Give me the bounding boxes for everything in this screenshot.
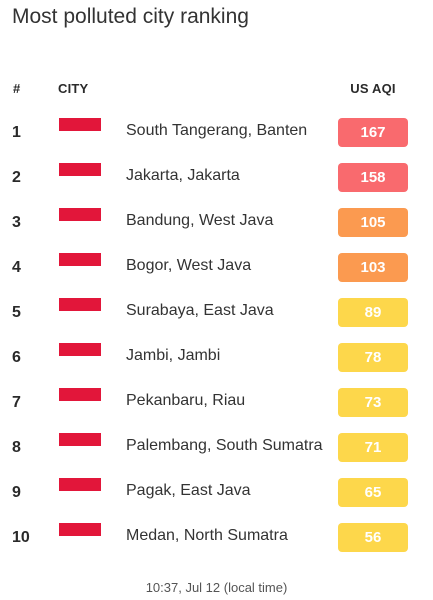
ranking-row[interactable]: 6 Jambi, Jambi 78 — [0, 335, 433, 380]
city-name-link[interactable]: Palembang, South Sumatra — [126, 437, 323, 454]
ranking-row[interactable]: 10 Medan, North Sumatra 56 — [0, 515, 433, 560]
aqi-badge: 167 — [338, 118, 408, 147]
ranking-row[interactable]: 3 Bandung, West Java 105 — [0, 200, 433, 245]
rank-number: 8 — [12, 439, 21, 456]
aqi-badge: 89 — [338, 298, 408, 327]
indonesia-flag-icon — [59, 523, 101, 549]
aqi-badge: 71 — [338, 433, 408, 462]
rank-column-header: # — [13, 81, 21, 96]
rank-number: 6 — [12, 349, 21, 366]
ranking-row[interactable]: 9 Pagak, East Java 65 — [0, 470, 433, 515]
rank-number: 9 — [12, 484, 21, 501]
ranking-row[interactable]: 5 Surabaya, East Java 89 — [0, 290, 433, 335]
city-name-link[interactable]: Pagak, East Java — [126, 482, 251, 499]
aqi-badge: 158 — [338, 163, 408, 192]
city-column-header: CITY — [58, 81, 89, 96]
aqi-column-header: US AQI — [350, 81, 396, 96]
aqi-badge: 103 — [338, 253, 408, 282]
rank-number: 1 — [12, 124, 21, 141]
ranking-row[interactable]: 8 Palembang, South Sumatra 71 — [0, 425, 433, 470]
indonesia-flag-icon — [59, 208, 101, 234]
indonesia-flag-icon — [59, 163, 101, 189]
rank-number: 4 — [12, 259, 21, 276]
city-name-link[interactable]: Medan, North Sumatra — [126, 527, 288, 544]
indonesia-flag-icon — [59, 478, 101, 504]
local-time-footer: 10:37, Jul 12 (local time) — [145, 580, 288, 595]
indonesia-flag-icon — [59, 388, 101, 414]
city-name-link[interactable]: Jambi, Jambi — [126, 347, 221, 364]
ranking-row[interactable]: 4 Bogor, West Java 103 — [0, 245, 433, 290]
indonesia-flag-icon — [59, 118, 101, 144]
indonesia-flag-icon — [59, 298, 101, 324]
indonesia-flag-icon — [59, 433, 101, 459]
rank-number: 5 — [12, 304, 21, 321]
aqi-badge: 56 — [338, 523, 408, 552]
city-name-link[interactable]: Bogor, West Java — [126, 257, 252, 274]
indonesia-flag-icon — [59, 343, 101, 369]
city-name-link[interactable]: Jakarta, Jakarta — [126, 167, 240, 184]
aqi-badge: 105 — [338, 208, 408, 237]
city-name-link[interactable]: Surabaya, East Java — [126, 302, 274, 319]
ranking-row[interactable]: 2 Jakarta, Jakarta 158 — [0, 155, 433, 200]
ranking-row[interactable]: 1 South Tangerang, Banten 167 — [0, 110, 433, 155]
rank-number: 3 — [12, 214, 21, 231]
indonesia-flag-icon — [59, 253, 101, 279]
aqi-badge: 73 — [338, 388, 408, 417]
ranking-list: 1 South Tangerang, Banten 167 2 Jakarta,… — [0, 110, 433, 560]
city-name-link[interactable]: South Tangerang, Banten — [126, 122, 308, 139]
aqi-badge: 78 — [338, 343, 408, 372]
page-title: Most polluted city ranking — [12, 5, 249, 28]
rank-number: 2 — [12, 169, 21, 186]
ranking-row[interactable]: 7 Pekanbaru, Riau 73 — [0, 380, 433, 425]
rank-number: 7 — [12, 394, 21, 411]
aqi-badge: 65 — [338, 478, 408, 507]
city-name-link[interactable]: Bandung, West Java — [126, 212, 274, 229]
rank-number: 10 — [12, 529, 30, 546]
city-name-link[interactable]: Pekanbaru, Riau — [126, 392, 246, 409]
